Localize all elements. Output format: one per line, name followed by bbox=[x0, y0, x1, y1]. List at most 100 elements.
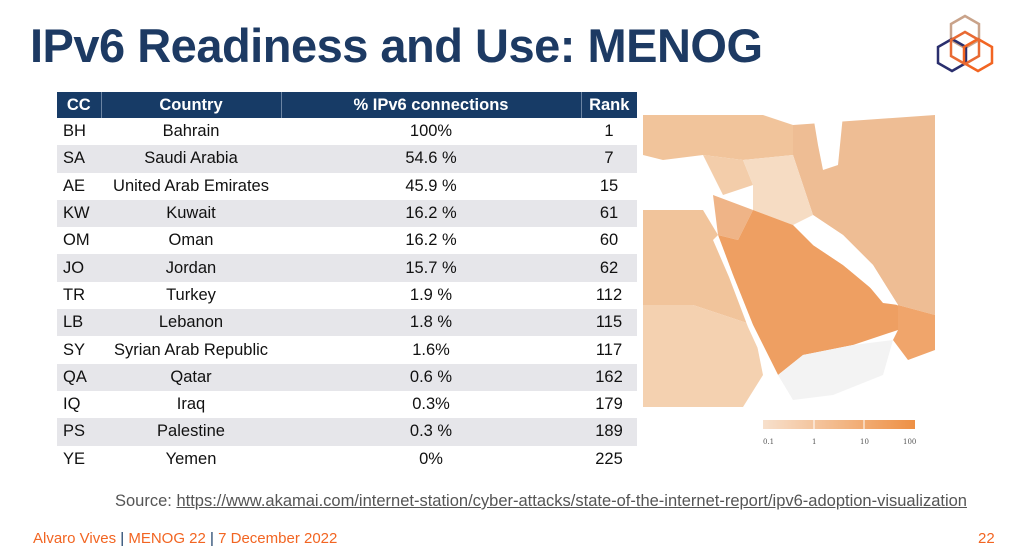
cell-country: Yemen bbox=[165, 449, 217, 468]
cell-cc: TR bbox=[63, 285, 85, 304]
map-region-oman bbox=[893, 305, 935, 360]
cell-country: Syrian Arab Republic bbox=[113, 340, 269, 359]
source-link[interactable]: https://www.akamai.com/internet-station/… bbox=[176, 492, 967, 510]
cell-ipv6: 0.6 % bbox=[281, 363, 581, 391]
cell-ipv6: 100% bbox=[409, 122, 453, 141]
cell-rank: 117 bbox=[595, 340, 623, 359]
legend-tick: 10 bbox=[860, 438, 869, 446]
map-legend: 0.1 1 10 100 bbox=[763, 420, 916, 446]
table-row: QA Qatar 0.6 % 162 bbox=[57, 363, 637, 391]
cell-cc: IQ bbox=[63, 395, 81, 414]
map-region-yemen bbox=[778, 340, 893, 400]
table-row: BH Bahrain 100% 1 bbox=[57, 118, 637, 145]
cell-cc: KW bbox=[57, 199, 101, 228]
map-region-turkey bbox=[643, 115, 793, 160]
cell-ipv6: 45.9 % bbox=[405, 176, 457, 195]
table-row: TR Turkey 1.9 % 112 bbox=[57, 282, 637, 309]
cell-rank: 225 bbox=[595, 449, 623, 468]
cell-country: Oman bbox=[168, 231, 214, 250]
legend-tick: 1 bbox=[812, 438, 816, 446]
table-row: PS Palestine 0.3 % 189 bbox=[57, 418, 637, 446]
footer: Alvaro Vives | MENOG 22 | 7 December 202… bbox=[33, 530, 337, 547]
map-region-syria bbox=[703, 155, 753, 195]
cell-country: Iraq bbox=[176, 395, 206, 414]
map-region-saudi bbox=[718, 210, 913, 375]
cell-cc: OM bbox=[63, 231, 90, 250]
footer-author: Alvaro Vives bbox=[33, 530, 117, 547]
table-row: SA Saudi Arabia 54.6 % 7 bbox=[57, 145, 637, 173]
map-region-jordan bbox=[713, 195, 753, 240]
map-region-iraq bbox=[743, 155, 813, 225]
cell-cc: YE bbox=[63, 449, 86, 468]
map-region-caspian bbox=[813, 115, 843, 170]
cell-ipv6: 16.2 % bbox=[281, 199, 581, 228]
cell-rank: 60 bbox=[599, 231, 619, 250]
ripe-ncc-logo-icon bbox=[936, 14, 994, 73]
cell-ipv6: 16.2 % bbox=[405, 231, 457, 250]
cell-country: Saudi Arabia bbox=[101, 145, 281, 173]
cell-country: Lebanon bbox=[101, 309, 281, 337]
footer-date: 7 December 2022 bbox=[218, 530, 338, 547]
cell-ipv6: 0.3% bbox=[412, 395, 450, 414]
cell-rank: 62 bbox=[581, 254, 637, 282]
cell-ipv6: 1.8 % bbox=[281, 309, 581, 337]
cell-rank: 1 bbox=[604, 122, 614, 141]
cell-cc: AE bbox=[63, 176, 86, 195]
map-region-sudan bbox=[643, 305, 763, 407]
cell-ipv6: 0.3 % bbox=[281, 418, 581, 446]
footer-sep: | bbox=[120, 530, 125, 547]
footer-event: MENOG 22 bbox=[128, 530, 206, 547]
col-header-ipv6: % IPv6 connections bbox=[281, 92, 582, 118]
source-line: Source: https://www.akamai.com/internet-… bbox=[115, 492, 967, 511]
table-row: LB Lebanon 1.8 % 115 bbox=[57, 309, 637, 337]
cell-cc: SA bbox=[57, 145, 101, 173]
cell-cc: LB bbox=[57, 309, 101, 337]
cell-ipv6: 0% bbox=[419, 449, 443, 468]
cell-rank: 162 bbox=[581, 363, 637, 391]
cell-cc: BH bbox=[63, 122, 86, 141]
legend-tick: 0.1 bbox=[763, 438, 774, 446]
table-row: YE Yemen 0% 225 bbox=[57, 446, 637, 473]
cell-rank: 179 bbox=[595, 395, 623, 414]
table-row: OM Oman 16.2 % 60 bbox=[57, 227, 637, 254]
table-row: SY Syrian Arab Republic 1.6% 117 bbox=[57, 336, 637, 363]
cell-country: Bahrain bbox=[162, 122, 220, 141]
ipv6-table: CC Country % IPv6 connections Rank BH Bah… bbox=[57, 92, 637, 473]
col-header-rank: Rank bbox=[581, 92, 637, 118]
cell-cc: JO bbox=[57, 254, 101, 282]
map-region-redsea bbox=[713, 235, 778, 377]
table-row: IQ Iraq 0.3% 179 bbox=[57, 391, 637, 418]
cell-country: Jordan bbox=[101, 254, 281, 282]
footer-sep: | bbox=[210, 530, 214, 547]
cell-country: Kuwait bbox=[101, 199, 281, 228]
cell-rank: 7 bbox=[581, 145, 637, 173]
cell-country: Palestine bbox=[101, 418, 281, 446]
table-row: JO Jordan 15.7 % 62 bbox=[57, 254, 637, 282]
cell-cc: QA bbox=[57, 363, 101, 391]
cell-country: Qatar bbox=[101, 363, 281, 391]
table-row: AE United Arab Emirates 45.9 % 15 bbox=[57, 173, 637, 200]
ipv6-map bbox=[643, 115, 935, 407]
source-label: Source: bbox=[115, 492, 177, 510]
slide-title: IPv6 Readiness and Use: MENOG bbox=[30, 19, 763, 72]
cell-country: Turkey bbox=[166, 285, 216, 304]
cell-rank: 112 bbox=[595, 285, 623, 304]
legend-color-bar bbox=[763, 420, 915, 429]
col-header-cc: CC bbox=[57, 92, 102, 118]
cell-rank: 61 bbox=[581, 199, 637, 228]
col-header-country: Country bbox=[101, 92, 282, 118]
cell-cc: PS bbox=[57, 418, 101, 446]
cell-ipv6: 1.9 % bbox=[409, 285, 453, 304]
map-region-egypt bbox=[643, 210, 753, 325]
table-row: KW Kuwait 16.2 % 61 bbox=[57, 199, 637, 228]
cell-country: United Arab Emirates bbox=[113, 176, 269, 195]
page-number: 22 bbox=[978, 530, 995, 547]
cell-cc: SY bbox=[63, 340, 86, 359]
legend-tick: 100 bbox=[903, 438, 916, 446]
cell-rank: 115 bbox=[581, 309, 637, 337]
cell-ipv6: 1.6% bbox=[412, 340, 450, 359]
cell-ipv6: 15.7 % bbox=[281, 254, 581, 282]
map-region-gulf bbox=[813, 215, 898, 305]
cell-rank: 15 bbox=[599, 176, 619, 195]
cell-ipv6: 54.6 % bbox=[281, 145, 581, 173]
